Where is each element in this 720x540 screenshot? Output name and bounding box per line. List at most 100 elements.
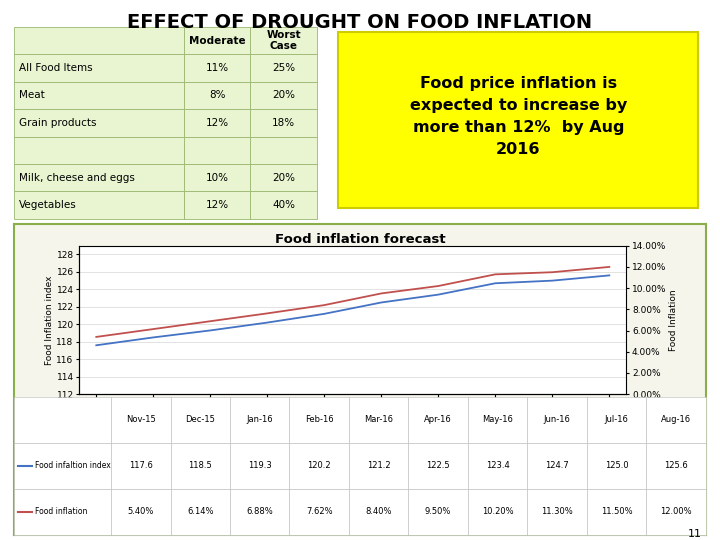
Bar: [527, 489, 587, 535]
Bar: [349, 397, 408, 443]
Text: 20%: 20%: [272, 91, 295, 100]
Bar: [251, 191, 317, 219]
Text: EFFECT OF DROUGHT ON FOOD INFLATION: EFFECT OF DROUGHT ON FOOD INFLATION: [127, 14, 593, 32]
Text: 5.40%: 5.40%: [127, 507, 154, 516]
Text: 40%: 40%: [272, 200, 295, 210]
Text: Meat: Meat: [19, 91, 45, 100]
Text: 7.62%: 7.62%: [306, 507, 333, 516]
Text: 9.50%: 9.50%: [425, 507, 451, 516]
Bar: [14, 109, 184, 137]
Bar: [251, 82, 317, 109]
Bar: [527, 397, 587, 443]
Text: 10%: 10%: [205, 173, 228, 183]
Text: 6.88%: 6.88%: [246, 507, 273, 516]
Text: 18%: 18%: [272, 118, 295, 128]
Bar: [184, 109, 251, 137]
Text: Jun-16: Jun-16: [544, 415, 570, 424]
Bar: [646, 489, 706, 535]
Bar: [251, 137, 317, 164]
Bar: [527, 443, 587, 489]
Text: Food inflation: Food inflation: [35, 507, 88, 516]
Bar: [468, 397, 527, 443]
Bar: [14, 164, 184, 191]
Bar: [251, 27, 317, 55]
Bar: [289, 443, 349, 489]
Text: 25%: 25%: [272, 63, 295, 73]
Bar: [646, 397, 706, 443]
Text: 12%: 12%: [205, 200, 228, 210]
Text: Dec-15: Dec-15: [185, 415, 215, 424]
Text: Grain products: Grain products: [19, 118, 96, 128]
Y-axis label: Food Inflation index: Food Inflation index: [45, 275, 53, 364]
Bar: [289, 489, 349, 535]
Bar: [184, 55, 251, 82]
Text: 11%: 11%: [205, 63, 228, 73]
Bar: [349, 443, 408, 489]
Text: 123.4: 123.4: [486, 461, 510, 470]
Bar: [408, 489, 468, 535]
Text: 119.3: 119.3: [248, 461, 271, 470]
Bar: [587, 397, 646, 443]
Bar: [230, 443, 289, 489]
Text: All Food Items: All Food Items: [19, 63, 93, 73]
Bar: [111, 397, 171, 443]
Bar: [289, 397, 349, 443]
Bar: [230, 397, 289, 443]
Text: Mar-16: Mar-16: [364, 415, 393, 424]
Bar: [468, 443, 527, 489]
Text: 124.7: 124.7: [545, 461, 569, 470]
Bar: [111, 489, 171, 535]
Bar: [184, 137, 251, 164]
Text: 11: 11: [688, 529, 702, 539]
Text: Apr-16: Apr-16: [424, 415, 452, 424]
Text: Food infaltion index: Food infaltion index: [35, 461, 111, 470]
Y-axis label: Food Inflation: Food Inflation: [669, 289, 678, 351]
Text: Food inflation forecast: Food inflation forecast: [275, 233, 445, 246]
Text: Moderate: Moderate: [189, 36, 246, 46]
Bar: [14, 55, 184, 82]
Text: 8%: 8%: [209, 91, 225, 100]
Text: 122.5: 122.5: [426, 461, 450, 470]
Text: 11.50%: 11.50%: [600, 507, 632, 516]
Text: Jul-16: Jul-16: [605, 415, 629, 424]
Bar: [171, 489, 230, 535]
Bar: [184, 164, 251, 191]
Text: 20%: 20%: [272, 173, 295, 183]
Text: 120.2: 120.2: [307, 461, 331, 470]
Text: Food price inflation is
expected to increase by
more than 12%  by Aug
2016: Food price inflation is expected to incr…: [410, 76, 627, 158]
Bar: [14, 137, 184, 164]
Bar: [111, 443, 171, 489]
Text: 8.40%: 8.40%: [366, 507, 392, 516]
Text: 10.20%: 10.20%: [482, 507, 513, 516]
Bar: [14, 82, 184, 109]
Bar: [349, 489, 408, 535]
Bar: [408, 443, 468, 489]
Bar: [184, 27, 251, 55]
Text: Milk, cheese and eggs: Milk, cheese and eggs: [19, 173, 135, 183]
Text: Jan-16: Jan-16: [246, 415, 273, 424]
Text: Worst
Case: Worst Case: [266, 30, 301, 51]
Bar: [251, 164, 317, 191]
Text: Feb-16: Feb-16: [305, 415, 333, 424]
Text: 12%: 12%: [205, 118, 228, 128]
Text: Vegetables: Vegetables: [19, 200, 77, 210]
Bar: [587, 489, 646, 535]
Text: 11.30%: 11.30%: [541, 507, 573, 516]
Bar: [171, 443, 230, 489]
Bar: [14, 27, 184, 55]
Text: 125.6: 125.6: [664, 461, 688, 470]
Text: 125.0: 125.0: [605, 461, 629, 470]
Text: 12.00%: 12.00%: [660, 507, 692, 516]
Bar: [14, 191, 184, 219]
Text: Nov-15: Nov-15: [126, 415, 156, 424]
Bar: [184, 191, 251, 219]
Text: 121.2: 121.2: [367, 461, 390, 470]
Bar: [587, 443, 646, 489]
Text: 118.5: 118.5: [189, 461, 212, 470]
Bar: [184, 82, 251, 109]
Bar: [251, 55, 317, 82]
Text: 6.14%: 6.14%: [187, 507, 214, 516]
Text: Aug-16: Aug-16: [661, 415, 691, 424]
Text: May-16: May-16: [482, 415, 513, 424]
Bar: [251, 109, 317, 137]
